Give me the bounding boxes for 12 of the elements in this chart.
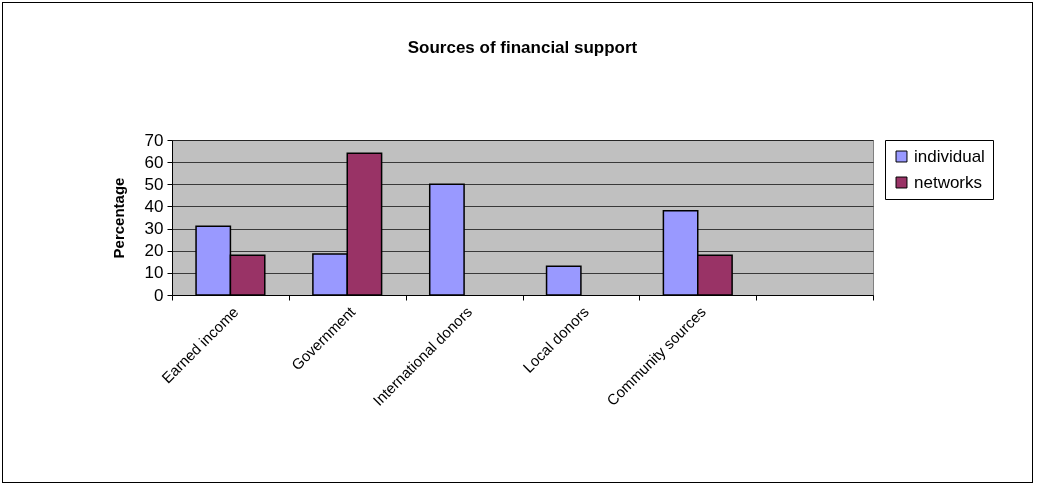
y-tick-label: 50 xyxy=(144,174,164,194)
y-axis-title: Percentage xyxy=(109,177,127,259)
legend-label: individual xyxy=(914,146,985,166)
y-tick-label: 60 xyxy=(144,152,164,172)
chart-title: Sources of financial support xyxy=(407,38,638,57)
y-tick-label: 70 xyxy=(144,130,164,150)
legend-label: networks xyxy=(914,172,983,192)
y-tick-label: 30 xyxy=(144,219,164,239)
y-tick-label: 10 xyxy=(144,263,164,283)
y-tick-label: 0 xyxy=(154,285,164,305)
y-tick-label: 40 xyxy=(144,196,164,216)
y-tick-label: 20 xyxy=(144,241,164,261)
